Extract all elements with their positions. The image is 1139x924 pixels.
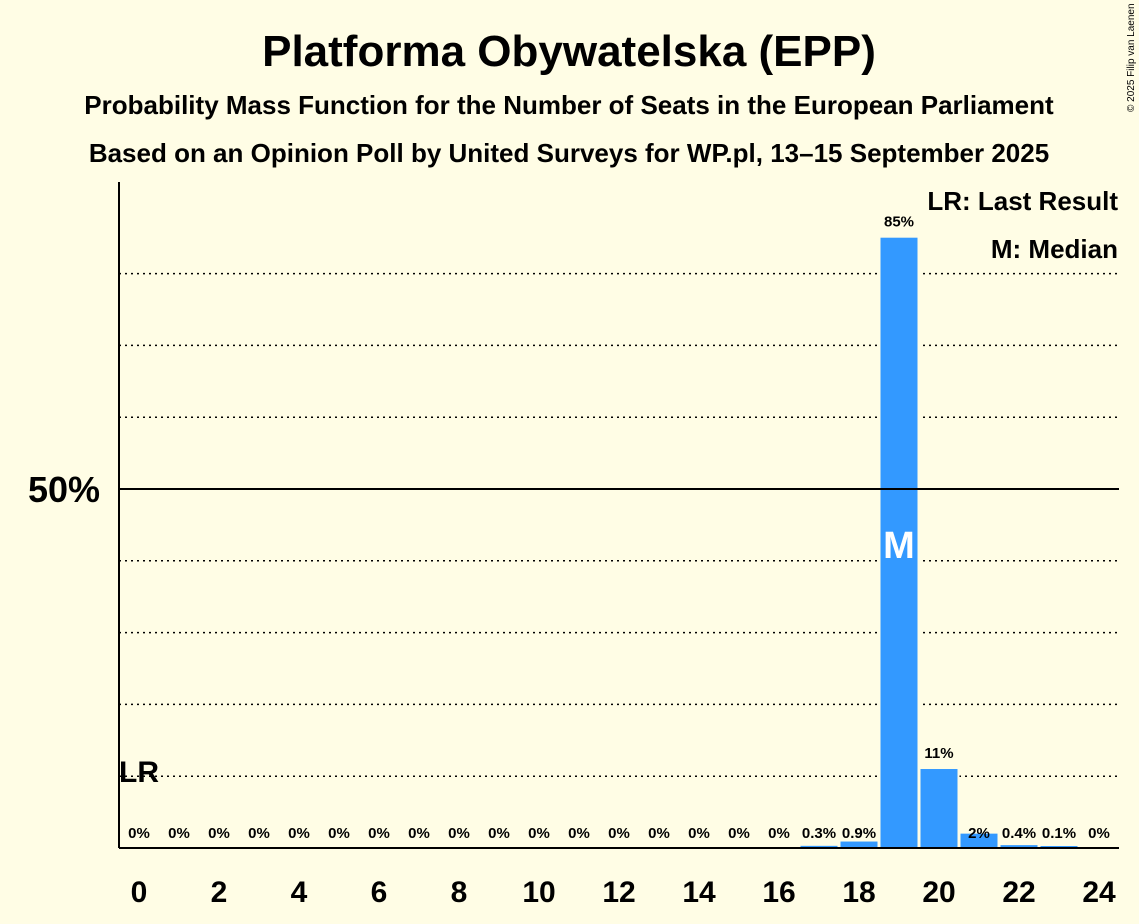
x-tick-4: 4	[291, 876, 308, 909]
x-tick-10: 10	[522, 876, 555, 909]
bar-label-seat-23: 0.1%	[1042, 825, 1076, 842]
bar-label-seat-13: 0%	[648, 825, 670, 842]
x-tick-labels: 0 2 4 6 8 10 12 14 16 18 20 22 24	[131, 876, 1116, 909]
x-tick-14: 14	[682, 876, 716, 909]
bar-seat-20	[920, 769, 958, 848]
y-tick-label-50: 50%	[28, 469, 100, 510]
x-tick-18: 18	[842, 876, 875, 909]
median-marker: M	[883, 525, 915, 567]
bar-label-seat-6: 0%	[368, 825, 390, 842]
last-result-marker: LR	[119, 756, 159, 789]
gridlines	[119, 272, 1119, 777]
x-tick-16: 16	[762, 876, 795, 909]
chart-title: Platforma Obywatelska (EPP)	[262, 27, 876, 76]
legend-last-result: LR: Last Result	[927, 186, 1118, 216]
bar-label-seat-8: 0%	[448, 825, 470, 842]
bar-label-seat-21: 2%	[968, 825, 990, 842]
bar-seat-17	[800, 845, 838, 848]
bar-seat-18	[840, 841, 878, 848]
bar-label-seat-14: 0%	[688, 825, 710, 842]
bar-value-labels: 0% 0% 0% 0% 0% 0% 0% 0% 0% 0% 0% 0% 0% 0% 0% 0% 0% 0.3% 0.…	[119, 214, 1110, 842]
bar-label-seat-4: 0%	[288, 825, 310, 842]
chart-subtitle-2: Based on an Opinion Poll by United Surve…	[89, 138, 1049, 168]
x-tick-0: 0	[131, 876, 148, 909]
bar-label-seat-0: 0%	[128, 825, 150, 842]
bar-label-seat-3: 0%	[248, 825, 270, 842]
bar-label-seat-18: 0.9%	[842, 825, 876, 842]
bar-label-seat-20: 11%	[924, 745, 953, 762]
bar-label-seat-7: 0%	[408, 825, 430, 842]
x-tick-20: 20	[922, 876, 955, 909]
x-tick-6: 6	[371, 876, 388, 909]
bar-label-seat-12: 0%	[608, 825, 630, 842]
bar-seat-22	[1000, 845, 1038, 848]
bar-seat-19	[880, 237, 918, 848]
bar-label-seat-9: 0%	[488, 825, 510, 842]
x-tick-2: 2	[211, 876, 228, 909]
bar-label-seat-11: 0%	[568, 825, 590, 842]
bar-label-seat-22: 0.4%	[1002, 825, 1036, 842]
bar-label-seat-15: 0%	[728, 825, 750, 842]
bar-label-seat-10: 0%	[528, 825, 550, 842]
legend-median: M: Median	[991, 234, 1118, 264]
bar-label-seat-1: 0%	[168, 825, 190, 842]
bar-label-seat-19: 85%	[884, 214, 914, 231]
x-tick-22: 22	[1002, 876, 1035, 909]
bar-label-seat-2: 0%	[208, 825, 230, 842]
x-tick-12: 12	[602, 876, 635, 909]
bars	[798, 235, 1080, 848]
bar-label-seat-24: 0%	[1088, 825, 1110, 842]
copyright-notice: © 2025 Filip van Laenen	[1126, 3, 1137, 112]
x-tick-8: 8	[451, 876, 468, 909]
bar-label-seat-5: 0%	[328, 825, 350, 842]
bar-seat-21	[960, 833, 998, 848]
bar-label-seat-17: 0.3%	[802, 825, 836, 842]
chart-subtitle-1: Probability Mass Function for the Number…	[84, 90, 1054, 120]
x-tick-24: 24	[1082, 876, 1116, 909]
bar-label-seat-16: 0%	[768, 825, 790, 842]
